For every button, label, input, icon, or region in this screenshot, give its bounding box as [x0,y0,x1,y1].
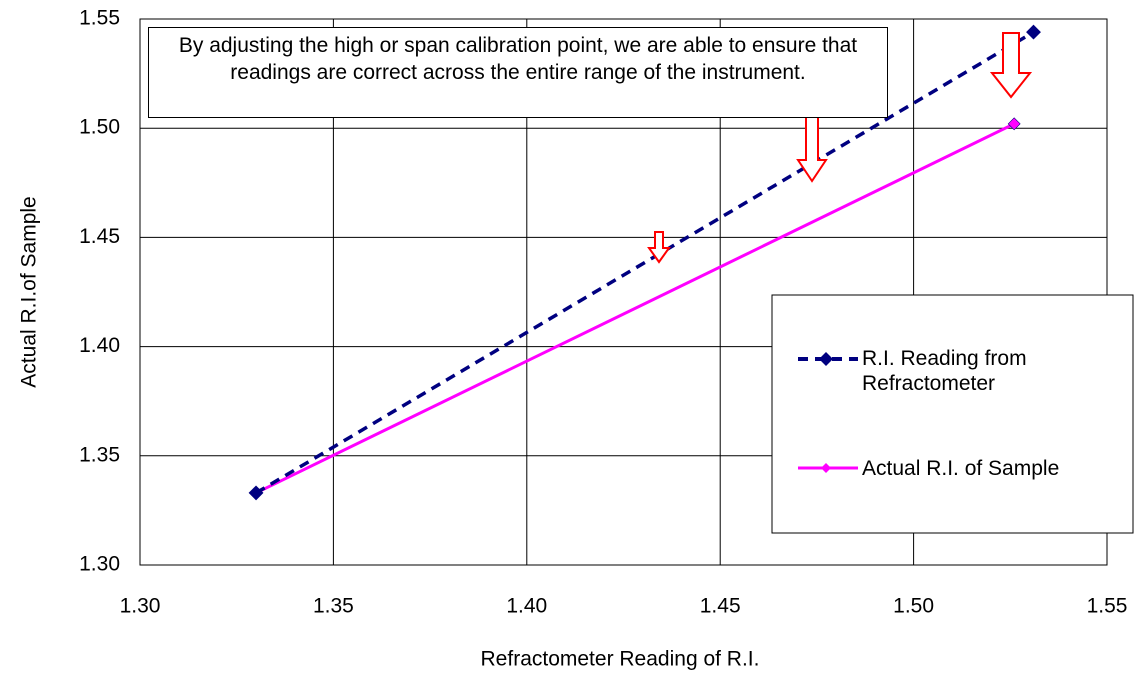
y-tick-label: 1.35 [79,443,120,466]
x-tick-label: 1.55 [1087,595,1128,618]
legend-box [771,294,1134,534]
annotation: By adjusting the high or span calibratio… [148,27,888,118]
arrows [647,32,1033,264]
x-tick-label: 1.35 [313,595,354,618]
x-axis-title: Refractometer Reading of R.I. [481,648,760,671]
y-tick-label: 1.55 [79,7,120,30]
y-axis-title: Actual R.I.of Sample [18,196,41,387]
arrow [647,231,671,264]
legend-marker [819,352,833,366]
marker [1007,117,1021,131]
x-tick-label: 1.40 [506,595,547,618]
legend-label: Actual R.I. of Sample [862,457,1060,480]
plot-border [139,18,1108,566]
x-tick-label: 1.50 [893,595,934,618]
y-tick-label: 1.50 [79,116,120,139]
y-tick-label: 1.45 [79,225,120,248]
x-tick-label: 1.45 [700,595,741,618]
marker [1026,24,1041,40]
y-tick-label: 1.30 [79,553,120,576]
legend-marker [821,463,831,473]
marks [248,24,1041,501]
legend-label: R.I. Reading from Refractometer [862,347,1027,395]
marker [248,485,264,501]
series-line [255,30,1035,495]
y-tick-label: 1.40 [79,334,120,357]
arrow [989,32,1033,99]
x-tick-label: 1.30 [120,595,161,618]
legend [798,352,858,473]
series-line [255,122,1015,495]
